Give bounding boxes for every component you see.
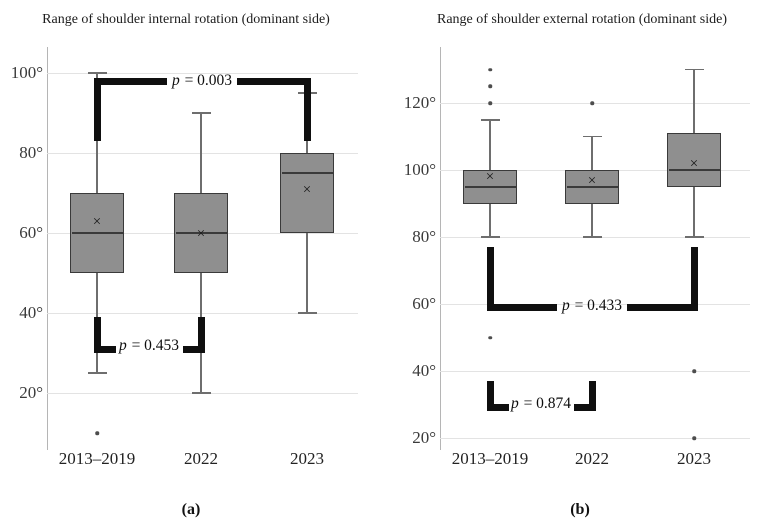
y-tick-label: 40° [412,361,436,380]
p-value-label: p = 0.433 [561,297,623,315]
bracket-arm-right [690,247,698,311]
p-symbol: p [510,395,519,413]
p-value-label: p = 0.874 [510,395,572,413]
p-value-label: p = 0.003 [171,72,233,89]
whisker-cap-bottom [684,236,704,238]
outlier-dot [692,369,696,373]
outlier-dot [590,101,594,105]
box [280,153,334,233]
median-line [281,172,333,174]
x-tick-label: 2023 [290,449,324,468]
whisker-cap-bottom [480,236,500,238]
x-tick-label: 2022 [575,449,609,468]
gridline [440,304,750,305]
x-tick-label: 2013–2019 [451,449,529,468]
y-tick-label: 20° [19,383,43,402]
y-tick-label: 80° [412,227,436,246]
median-line [566,185,618,188]
gridline [47,313,358,314]
subfigure-caption-a: (a) [181,501,201,518]
gridline [47,153,358,154]
whisker-cap-top [191,112,211,114]
bracket-arm-right [588,381,596,412]
bracket-arm-left [486,247,494,311]
y-axis-line [440,47,441,450]
median-line [175,232,227,234]
gridline [440,371,750,372]
plot-area-external-rotation: 120° 100° 80° 60° 40° 20° × × × 2013–2019 2022 2023… [379,0,758,529]
outlier-dot [692,436,696,440]
outlier-dot [488,335,492,340]
gridline [440,103,750,104]
whisker-cap-bottom [582,236,602,238]
whisker-cap-top [87,72,107,74]
bracket-arm-left [93,317,101,353]
y-tick-label: 100° [403,160,436,179]
panel-internal-rotation: Range of shoulder internal rotation (dom… [10,12,358,518]
y-tick-label: 40° [19,303,43,322]
bracket-foot-left [493,404,509,412]
x-tick-label: 2022 [184,449,218,468]
bracket-rail-right [627,303,698,311]
whisker-cap-bottom [87,372,107,374]
x-tick-label: 2013–2019 [58,449,136,468]
mean-marker: × [92,214,102,231]
bracket-arm-left [486,381,494,412]
y-tick-label: 20° [412,428,436,447]
panel-external-rotation: Range of shoulder external rotation (dom… [379,0,758,529]
bracket-foot-right [182,346,198,353]
bracket-arm-right [303,77,311,141]
median-line [668,169,720,171]
outlier-dot [95,431,99,435]
outlier-dot [488,101,492,105]
gridline [440,438,750,439]
whisker-cap-top [582,135,602,138]
mean-marker: × [587,172,597,189]
mean-marker: × [485,169,495,186]
y-tick-label: 120° [403,93,436,112]
mean-marker: × [689,156,699,173]
chart-title-internal-rotation: Range of shoulder internal rotation (dom… [42,12,330,27]
y-tick-label: 60° [19,223,43,242]
bracket-rail-left [486,303,557,311]
p-symbol: p [561,297,570,315]
bracket-foot-right [573,404,589,412]
whisker-cap-top [684,68,704,71]
median-line [71,232,123,234]
whisker-cap-bottom [191,392,211,394]
bracket-rail-left [93,77,167,85]
gridline [47,73,358,74]
mean-marker: × [302,182,312,199]
outlier-dot [488,67,492,72]
p-symbol: p [118,337,127,354]
p-value-label: p = 0.453 [118,337,180,354]
box [667,133,721,187]
y-tick-label: 80° [19,143,43,162]
bracket-foot-left [100,346,116,353]
whisker-cap-top [480,118,500,121]
whisker-cap-bottom [297,312,317,314]
bracket-arm-left [93,77,101,141]
y-axis-line [47,47,48,450]
x-tick-label: 2023 [677,449,711,468]
chart-title-external-rotation: Range of shoulder external rotation (dom… [436,12,728,27]
y-tick-label: 60° [412,294,436,313]
p-symbol: p [171,72,180,89]
mean-marker: × [196,226,206,243]
y-tick-label: 100° [10,63,43,82]
bracket-rail-right [237,77,311,85]
bracket-arm-right [197,317,205,353]
subfigure-caption-b: (b) [570,501,590,518]
median-line [464,185,516,188]
outlier-dot [488,84,492,88]
plot-area-internal-rotation: 100° 80° 60° 40° 20° × × × 2013–2019 2022 2023 p = … [10,47,358,468]
